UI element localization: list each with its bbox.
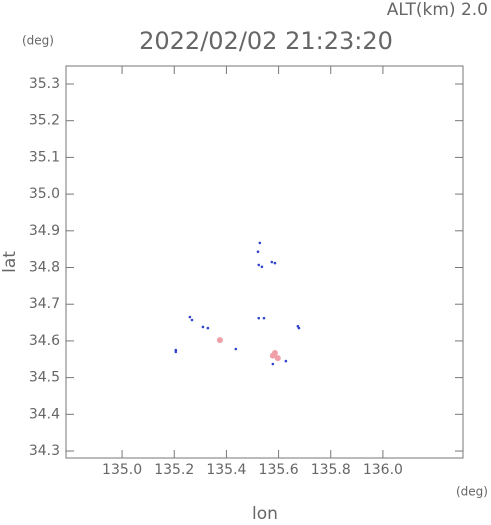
echo-point (234, 347, 238, 351)
echo-point (284, 359, 288, 363)
echo-point (201, 325, 205, 329)
y-unit: (deg) (22, 34, 54, 48)
x-tick-label: 135.8 (311, 462, 351, 478)
y-tick-label: 35.0 (29, 186, 60, 202)
echo-point (271, 362, 275, 366)
x-unit: (deg) (456, 485, 488, 499)
y-tick-label: 35.2 (29, 113, 60, 129)
echo-point (297, 326, 301, 330)
plot-frame (65, 65, 464, 459)
y-tick-label: 35.1 (29, 149, 60, 165)
echo-point (274, 355, 281, 362)
echo-point (188, 315, 192, 319)
y-tick-label: 34.4 (29, 406, 60, 422)
y-axis-label: lat (0, 251, 20, 273)
y-tick-label: 34.8 (29, 260, 60, 276)
y-tick-label: 34.7 (29, 296, 60, 312)
y-tick-label: 34.3 (29, 443, 60, 459)
altitude: ALT(km) 2.0 (387, 0, 488, 20)
echo-point (216, 337, 223, 344)
echo-point (269, 352, 276, 359)
echo-point (174, 348, 178, 352)
y-tick-label: 34.9 (29, 223, 60, 239)
echo-point (262, 316, 266, 320)
y-tick-label: 34.5 (29, 370, 60, 386)
echo-point (206, 326, 210, 330)
echo-point (273, 261, 277, 265)
echo-point (270, 260, 274, 264)
x-tick-label: 135.4 (206, 462, 246, 478)
y-tick-label: 35.3 (29, 76, 60, 92)
x-tick-label: 135.6 (259, 462, 299, 478)
echo-point (174, 350, 178, 354)
echo-point (257, 316, 261, 320)
x-tick-label: 136.0 (363, 462, 403, 478)
echo-point (190, 318, 194, 322)
echo-point (256, 250, 260, 254)
x-tick-label: 135.2 (154, 462, 194, 478)
x-axis-label: lon (252, 504, 278, 521)
echo-point (260, 265, 264, 269)
x-tick-label: 135.0 (102, 462, 142, 478)
chart-title: 2022/02/02 21:23:20 (139, 27, 393, 55)
echo-point (258, 241, 262, 245)
y-tick-label: 34.6 (29, 333, 60, 349)
echo-point (257, 263, 261, 267)
